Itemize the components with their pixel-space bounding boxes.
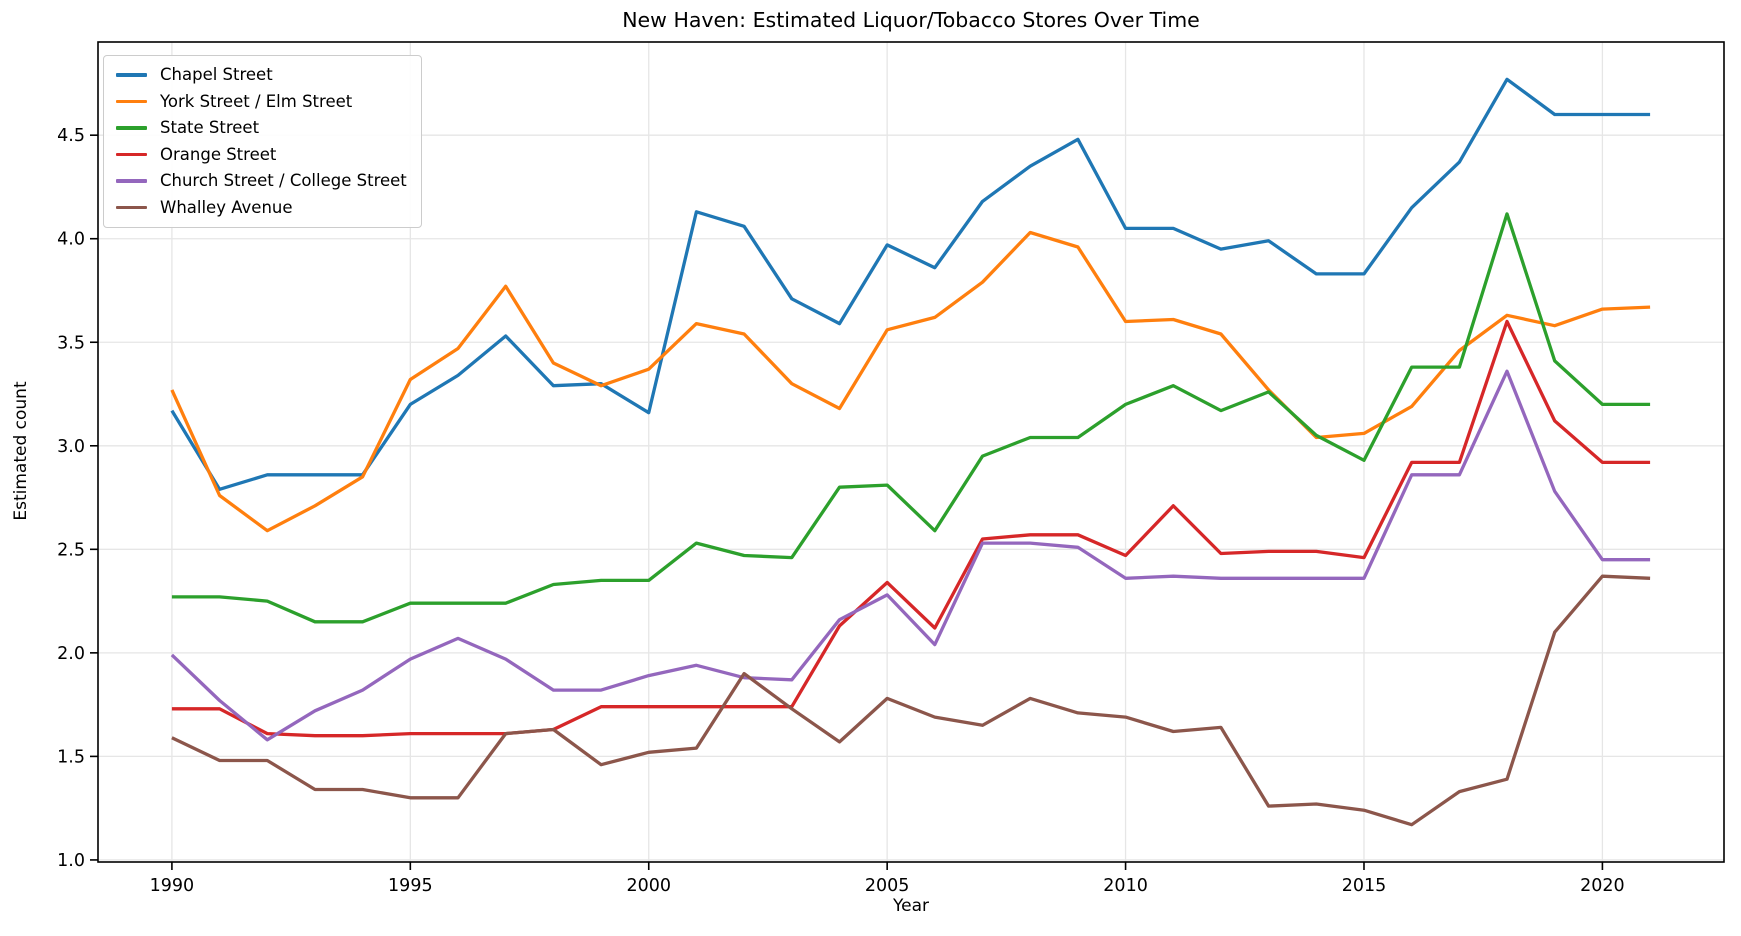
- y-tick-label: 3.0: [57, 437, 85, 457]
- y-tick-label: 3.5: [57, 333, 85, 353]
- x-axis-label: Year: [893, 896, 929, 916]
- legend: Chapel Street York Street / Elm Street Sta…: [103, 55, 422, 228]
- x-tick-label: 2015: [1342, 876, 1387, 896]
- legend-swatch: [116, 179, 147, 183]
- chart-title: New Haven: Estimated Liquor/Tobacco Stor…: [622, 8, 1200, 32]
- y-axis-label: Estimated count: [11, 381, 31, 521]
- y-tick-label: 1.0: [57, 851, 85, 871]
- x-tick-label: 2010: [1103, 876, 1148, 896]
- legend-swatch: [116, 205, 147, 210]
- series-line: [171, 212, 1651, 624]
- legend-item: Chapel Street: [116, 65, 407, 85]
- series-line: [170, 230, 1651, 533]
- legend-label: York Street / Elm Street: [160, 91, 353, 111]
- legend-swatch: [116, 99, 147, 104]
- legend-label: State Street: [160, 118, 260, 137]
- legend-label: Orange Street: [160, 144, 277, 164]
- legend-swatch: [116, 126, 147, 130]
- legend-item: Orange Street: [116, 145, 407, 165]
- y-tick-label: 2.5: [57, 540, 85, 560]
- y-tick-label: 2.0: [57, 644, 85, 664]
- legend-label: Whalley Avenue: [160, 197, 293, 217]
- y-tick-label: 4.5: [57, 126, 85, 146]
- series-line: [171, 574, 1651, 827]
- legend-item: State Street: [116, 118, 407, 138]
- x-tick-label: 1990: [150, 876, 195, 896]
- series-line: [171, 319, 1651, 738]
- legend-item: Whalley Avenue: [116, 198, 407, 218]
- y-tick-label: 1.5: [57, 747, 85, 767]
- series-line: [170, 77, 1651, 491]
- legend-item: Church Street / College Street: [116, 171, 407, 191]
- series-line: [170, 369, 1651, 742]
- x-tick-label: 1995: [388, 876, 433, 896]
- legend-label: Church Street / College Street: [160, 171, 407, 190]
- legend-swatch: [116, 73, 147, 77]
- x-tick-label: 2020: [1580, 876, 1625, 896]
- axes-box: [97, 41, 1725, 863]
- x-tick-label: 2000: [626, 876, 671, 896]
- legend-label: Chapel Street: [160, 65, 273, 84]
- legend-swatch: [116, 152, 147, 157]
- legend-item: York Street / Elm Street: [116, 92, 407, 112]
- y-tick-label: 4.0: [57, 230, 85, 250]
- x-tick-label: 2005: [865, 876, 910, 896]
